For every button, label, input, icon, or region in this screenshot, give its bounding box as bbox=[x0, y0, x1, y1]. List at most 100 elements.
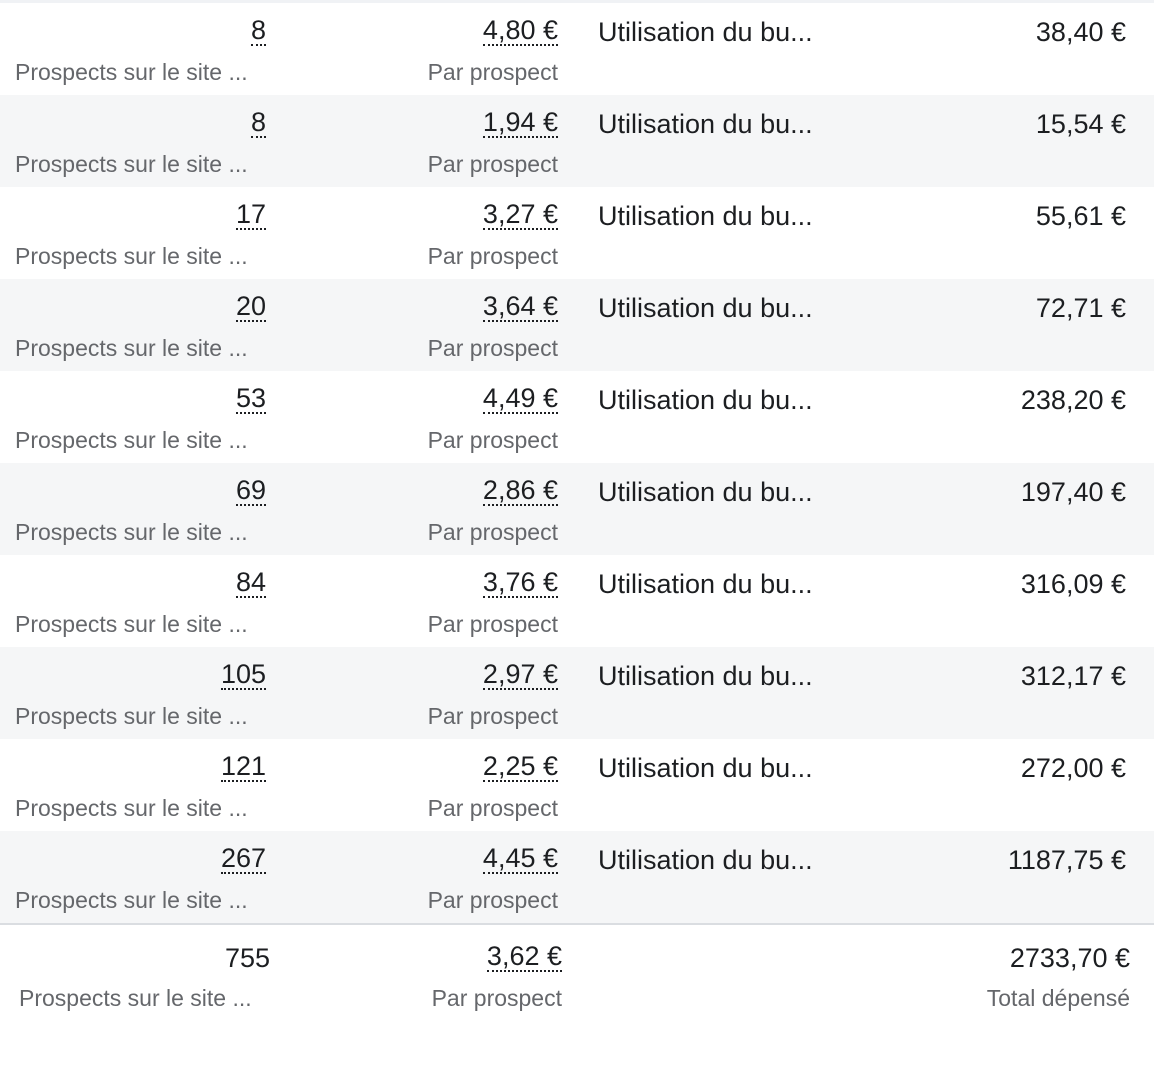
cost-per-result-label: Par prospect bbox=[427, 427, 558, 453]
amount-spent-cell: 72,71 € bbox=[880, 279, 1126, 371]
table-row: 267 Prospects sur le site ... 4,45 € Par… bbox=[0, 831, 1154, 923]
cost-per-result-cell: 4,80 € Par prospect bbox=[300, 3, 558, 95]
campaign-cell: Utilisation du bu... bbox=[598, 371, 858, 463]
campaign-cell: Utilisation du bu... bbox=[598, 647, 858, 739]
amount-spent-cell: 238,20 € bbox=[880, 371, 1126, 463]
amount-spent-cell: 55,61 € bbox=[880, 187, 1126, 279]
amount-spent-cell: 38,40 € bbox=[880, 3, 1126, 95]
results-value[interactable]: 17 bbox=[235, 199, 266, 230]
results-label: Prospects sur le site ... bbox=[15, 703, 248, 729]
results-cell: 121 Prospects sur le site ... bbox=[0, 739, 266, 831]
cost-per-result-value[interactable]: 3,76 € bbox=[482, 567, 558, 598]
results-value[interactable]: 267 bbox=[220, 843, 266, 874]
results-label: Prospects sur le site ... bbox=[15, 151, 248, 177]
cost-per-result-value[interactable]: 4,45 € bbox=[482, 843, 558, 874]
cost-per-result-cell: 4,45 € Par prospect bbox=[300, 831, 558, 923]
campaign-name: Utilisation du bu... bbox=[598, 385, 813, 415]
top-divider bbox=[0, 0, 1154, 3]
cost-per-result-value[interactable]: 2,86 € bbox=[482, 475, 558, 506]
results-label: Prospects sur le site ... bbox=[15, 887, 248, 913]
cost-per-result-cell: 1,94 € Par prospect bbox=[300, 95, 558, 187]
results-cell: 69 Prospects sur le site ... bbox=[0, 463, 266, 555]
table-row: 121 Prospects sur le site ... 2,25 € Par… bbox=[0, 739, 1154, 831]
cost-per-result-value[interactable]: 1,94 € bbox=[482, 107, 558, 138]
results-value[interactable]: 8 bbox=[250, 107, 266, 138]
cost-per-result-label: Par prospect bbox=[427, 519, 558, 545]
campaign-name: Utilisation du bu... bbox=[598, 845, 813, 875]
amount-spent-value: 272,00 € bbox=[1020, 753, 1126, 783]
results-value[interactable]: 121 bbox=[220, 751, 266, 782]
campaign-cell: Utilisation du bu... bbox=[598, 739, 858, 831]
cost-per-result-cell: 4,49 € Par prospect bbox=[300, 371, 558, 463]
amount-spent-cell: 197,40 € bbox=[880, 463, 1126, 555]
cost-per-result-label: Par prospect bbox=[427, 151, 558, 177]
table-row: 105 Prospects sur le site ... 2,97 € Par… bbox=[0, 647, 1154, 739]
cost-per-result-cell: 2,97 € Par prospect bbox=[300, 647, 558, 739]
results-value[interactable]: 20 bbox=[235, 291, 266, 322]
total-amount-spent-label: Total dépensé bbox=[986, 985, 1130, 1011]
total-cost-per-result-label: Par prospect bbox=[431, 985, 562, 1011]
campaign-name: Utilisation du bu... bbox=[598, 753, 813, 783]
total-amount-spent-cell: 2733,70 € Total dépensé bbox=[884, 925, 1130, 1017]
results-label: Prospects sur le site ... bbox=[15, 795, 248, 821]
campaign-cell: Utilisation du bu... bbox=[598, 279, 858, 371]
results-label: Prospects sur le site ... bbox=[15, 519, 248, 545]
amount-spent-value: 197,40 € bbox=[1020, 477, 1126, 507]
campaign-cell: Utilisation du bu... bbox=[598, 831, 858, 923]
table-row: 53 Prospects sur le site ... 4,49 € Par … bbox=[0, 371, 1154, 463]
campaign-cell: Utilisation du bu... bbox=[598, 187, 858, 279]
cost-per-result-cell: 3,27 € Par prospect bbox=[300, 187, 558, 279]
amount-spent-value: 38,40 € bbox=[1035, 17, 1126, 47]
results-label: Prospects sur le site ... bbox=[15, 611, 248, 637]
amount-spent-value: 238,20 € bbox=[1020, 385, 1126, 415]
campaign-cell: Utilisation du bu... bbox=[598, 95, 858, 187]
results-cell: 53 Prospects sur le site ... bbox=[0, 371, 266, 463]
campaign-name: Utilisation du bu... bbox=[598, 569, 813, 599]
cost-per-result-value[interactable]: 4,49 € bbox=[482, 383, 558, 414]
campaign-name: Utilisation du bu... bbox=[598, 17, 813, 47]
cost-per-result-value[interactable]: 4,80 € bbox=[482, 15, 558, 46]
total-cost-per-result-value[interactable]: 3,62 € bbox=[486, 941, 562, 972]
amount-spent-value: 312,17 € bbox=[1020, 661, 1126, 691]
cost-per-result-label: Par prospect bbox=[427, 611, 558, 637]
results-cell: 17 Prospects sur le site ... bbox=[0, 187, 266, 279]
campaign-name: Utilisation du bu... bbox=[598, 201, 813, 231]
cost-per-result-value[interactable]: 2,97 € bbox=[482, 659, 558, 690]
results-cell: 267 Prospects sur le site ... bbox=[0, 831, 266, 923]
total-amount-spent-value: 2733,70 € bbox=[1009, 943, 1130, 973]
campaign-name: Utilisation du bu... bbox=[598, 661, 813, 691]
cost-per-result-label: Par prospect bbox=[427, 703, 558, 729]
results-value[interactable]: 53 bbox=[235, 383, 266, 414]
amount-spent-cell: 1187,75 € bbox=[880, 831, 1126, 923]
table-row: 20 Prospects sur le site ... 3,64 € Par … bbox=[0, 279, 1154, 371]
amount-spent-value: 1187,75 € bbox=[1007, 845, 1126, 875]
cost-per-result-cell: 3,76 € Par prospect bbox=[300, 555, 558, 647]
amount-spent-value: 316,09 € bbox=[1020, 569, 1126, 599]
cost-per-result-value[interactable]: 3,27 € bbox=[482, 199, 558, 230]
results-value[interactable]: 84 bbox=[235, 567, 266, 598]
campaign-name: Utilisation du bu... bbox=[598, 477, 813, 507]
results-value[interactable]: 8 bbox=[250, 15, 266, 46]
results-table: 8 Prospects sur le site ... 4,80 € Par p… bbox=[0, 3, 1154, 923]
results-label: Prospects sur le site ... bbox=[15, 427, 248, 453]
results-label: Prospects sur le site ... bbox=[15, 243, 248, 269]
total-results-cell: 755 Prospects sur le site ... bbox=[4, 925, 270, 1017]
campaign-cell: Utilisation du bu... bbox=[598, 555, 858, 647]
cost-per-result-value[interactable]: 3,64 € bbox=[482, 291, 558, 322]
campaign-cell: Utilisation du bu... bbox=[598, 3, 858, 95]
results-value[interactable]: 69 bbox=[235, 475, 266, 506]
table-row: 84 Prospects sur le site ... 3,76 € Par … bbox=[0, 555, 1154, 647]
results-label: Prospects sur le site ... bbox=[15, 59, 248, 85]
results-label: Prospects sur le site ... bbox=[15, 335, 248, 361]
results-cell: 20 Prospects sur le site ... bbox=[0, 279, 266, 371]
amount-spent-value: 55,61 € bbox=[1035, 201, 1126, 231]
campaign-name: Utilisation du bu... bbox=[598, 293, 813, 323]
table-row: 69 Prospects sur le site ... 2,86 € Par … bbox=[0, 463, 1154, 555]
amount-spent-cell: 316,09 € bbox=[880, 555, 1126, 647]
results-value[interactable]: 105 bbox=[220, 659, 266, 690]
results-cell: 8 Prospects sur le site ... bbox=[0, 3, 266, 95]
cost-per-result-label: Par prospect bbox=[427, 243, 558, 269]
cost-per-result-value[interactable]: 2,25 € bbox=[482, 751, 558, 782]
cost-per-result-cell: 2,86 € Par prospect bbox=[300, 463, 558, 555]
cost-per-result-cell: 3,64 € Par prospect bbox=[300, 279, 558, 371]
